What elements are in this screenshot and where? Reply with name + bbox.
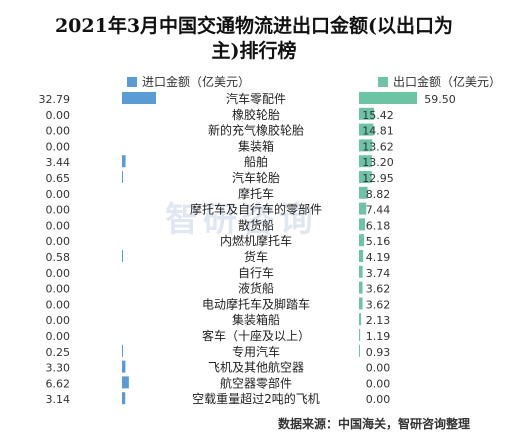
legend-export-swatch (378, 76, 388, 87)
import-value-label: 0.00 (46, 283, 71, 296)
category-label: 船舶 (244, 154, 268, 169)
import-value-label: 0.25 (46, 346, 71, 359)
export-value-label: 3.74 (366, 267, 391, 280)
export-bar (359, 186, 368, 199)
import-value-label: 0.00 (46, 188, 71, 201)
import-value-label: 0.00 (46, 235, 71, 248)
export-value-label: 0.00 (366, 393, 391, 406)
category-label: 摩托车 (238, 186, 274, 201)
import-bar (122, 360, 126, 373)
import-bar (122, 376, 129, 389)
export-bar (359, 265, 363, 278)
legend-import: 进口金额（亿美元） (127, 73, 250, 90)
import-value-label: 0.00 (46, 330, 71, 343)
import-value-label: 0.00 (46, 219, 71, 232)
data-source: 数据来源：中国海关，智研咨询整理 (278, 417, 471, 431)
category-label: 航空器零部件 (220, 375, 292, 390)
category-label: 飞机及其他航空器 (208, 360, 304, 375)
category-label: 液货船 (238, 281, 274, 296)
export-value-label: 6.18 (366, 219, 391, 232)
import-value-label: 0.00 (46, 204, 71, 217)
export-bar (359, 297, 363, 310)
export-value-label: 13.20 (362, 156, 394, 169)
import-value-label: 0.00 (46, 314, 71, 327)
export-bar (359, 281, 363, 294)
legend-export: 出口金额（亿美元） (378, 73, 501, 90)
import-bar (122, 171, 123, 183)
category-label: 货车 (244, 249, 268, 264)
export-value-label: 59.50 (424, 93, 456, 106)
chart-title-line2: 主)排行榜 (211, 40, 297, 62)
category-label: 内燃机摩托车 (220, 233, 292, 248)
import-value-label: 3.30 (46, 362, 71, 375)
export-bar (359, 218, 366, 231)
import-bar (122, 344, 123, 357)
category-label: 客车（十座及以上） (202, 328, 310, 343)
category-label: 集装箱 (238, 138, 274, 153)
export-bar (359, 155, 372, 168)
export-value-label: 4.19 (366, 251, 391, 264)
export-bar (359, 92, 417, 104)
category-label: 汽车零配件 (226, 91, 286, 106)
import-value-label: 3.14 (46, 393, 71, 406)
category-label: 摩托车及自行车的零部件 (190, 202, 322, 217)
import-value-label: 0.00 (46, 109, 71, 122)
chart-title: 2021年3月中国交通物流进出口金额(以出口为 主)排行榜 (0, 14, 508, 64)
export-value-label: 2.13 (366, 314, 391, 327)
category-label: 电动摩托车及脚踏车 (202, 296, 310, 311)
export-value-label: 5.16 (366, 235, 391, 248)
export-value-label: 0.93 (366, 346, 391, 359)
export-value-label: 15.42 (362, 109, 394, 122)
chart-title-line1: 2021年3月中国交通物流进出口金额(以出口为 (54, 15, 454, 37)
export-bar (359, 344, 360, 357)
export-value-label: 12.95 (362, 172, 394, 185)
category-label: 橡胶轮胎 (232, 107, 280, 122)
import-value-label: 32.79 (39, 93, 71, 106)
export-value-label: 3.62 (366, 298, 391, 311)
export-value-label: 0.00 (366, 362, 391, 375)
import-value-label: 3.44 (46, 156, 71, 169)
export-value-label: 1.19 (366, 330, 391, 343)
export-bar (359, 234, 365, 247)
category-label: 新的充气橡胶轮胎 (208, 123, 304, 138)
export-bar (359, 329, 361, 341)
export-value-label: 7.44 (366, 204, 391, 217)
export-bar (359, 171, 372, 183)
export-value-label: 13.62 (362, 140, 394, 153)
import-value-label: 0.00 (46, 140, 71, 153)
export-bar (359, 202, 367, 215)
export-bar (359, 139, 373, 152)
export-bar (359, 250, 364, 262)
legend-import-label: 进口金额（亿美元） (142, 75, 251, 89)
category-label: 集装箱船 (232, 312, 280, 327)
import-value-label: 0.00 (46, 125, 71, 138)
category-label: 自行车 (238, 265, 274, 280)
export-bar (359, 123, 374, 136)
legend-import-swatch (127, 76, 137, 87)
import-bar (122, 92, 156, 104)
export-value-label: 8.82 (366, 188, 391, 201)
import-bar (122, 392, 126, 405)
category-label: 空载重量超过2吨的飞机 (192, 391, 320, 406)
import-value-label: 0.00 (46, 298, 71, 311)
export-value-label: 3.62 (366, 283, 391, 296)
export-bar (359, 313, 362, 326)
export-value-label: 0.00 (366, 377, 391, 390)
import-value-label: 0.00 (46, 267, 71, 280)
legend-export-label: 出口金额（亿美元） (393, 75, 502, 89)
import-value-label: 0.58 (46, 251, 71, 264)
category-label: 汽车轮胎 (232, 170, 280, 185)
import-bar (122, 250, 123, 262)
category-label: 专用汽车 (232, 344, 280, 359)
import-bar (122, 155, 126, 168)
export-bar (359, 107, 375, 120)
import-value-label: 0.65 (46, 172, 71, 185)
category-label: 散货船 (238, 217, 274, 232)
import-value-label: 6.62 (46, 377, 71, 390)
export-value-label: 14.81 (362, 125, 394, 138)
